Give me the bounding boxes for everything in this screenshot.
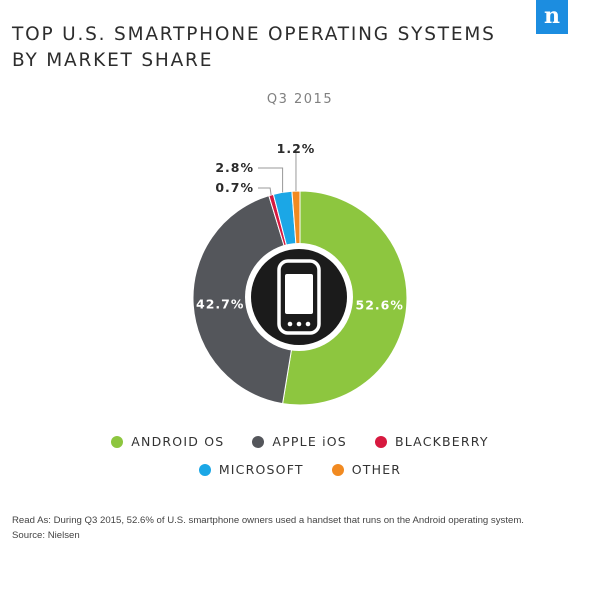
legend-item-microsoft: MICROSOFT: [198, 462, 304, 477]
legend-label-android-os: ANDROID OS: [131, 434, 225, 449]
source-note: Source: Nielsen: [12, 530, 80, 541]
leader-line-blackberry: [258, 187, 272, 196]
chart-title-line-1: TOP U.S. SMARTPHONE OPERATING SYSTEMS: [12, 24, 496, 45]
chart-title-line-2: BY MARKET SHARE: [12, 50, 214, 71]
footnote: Read As: During Q3 2015, 52.6% of U.S. s…: [12, 513, 592, 543]
smartphone-icon: [245, 243, 353, 351]
slice-label-apple-ios: 42.7%: [196, 296, 244, 311]
nielsen-logo: n: [536, 0, 568, 34]
chart-title: TOP U.S. SMARTPHONE OPERATING SYSTEMS BY…: [12, 22, 512, 74]
legend-swatch-other: [331, 463, 344, 476]
read-as-note: Read As: During Q3 2015, 52.6% of U.S. s…: [12, 515, 524, 526]
slice-label-blackberry: 0.7%: [215, 180, 254, 195]
legend-item-android-os: ANDROID OS: [111, 434, 224, 449]
legend-swatch-microsoft: [198, 463, 211, 476]
legend-swatch-android-os: [111, 435, 124, 448]
legend-item-other: OTHER: [331, 462, 402, 477]
legend-label-apple-ios: APPLE iOS: [272, 434, 347, 449]
legend-label-blackberry: BLACKBERRY: [394, 434, 489, 449]
legend-row-1: ANDROID OS APPLE iOS BLACKBERRY: [0, 434, 600, 449]
label-leader-lines: [258, 150, 297, 196]
legend-item-blackberry: BLACKBERRY: [374, 434, 489, 449]
slice-label-other: 1.2%: [277, 141, 316, 156]
slice-labels: 52.6% 42.7% 0.7% 2.8% 1.2%: [196, 141, 404, 313]
legend-label-microsoft: MICROSOFT: [218, 462, 304, 477]
legend-item-apple-ios: APPLE iOS: [252, 434, 347, 449]
chart-subtitle: Q3 2015: [266, 92, 334, 107]
legend-label-other: OTHER: [351, 462, 402, 477]
slice-label-microsoft: 2.8%: [215, 160, 254, 175]
legend-swatch-apple-ios: [252, 435, 265, 448]
legend-row-2: MICROSOFT OTHER: [0, 462, 600, 477]
legend-swatch-blackberry: [374, 435, 387, 448]
leader-line-microsoft: [258, 167, 284, 193]
slice-label-android-os: 52.6%: [356, 298, 404, 313]
